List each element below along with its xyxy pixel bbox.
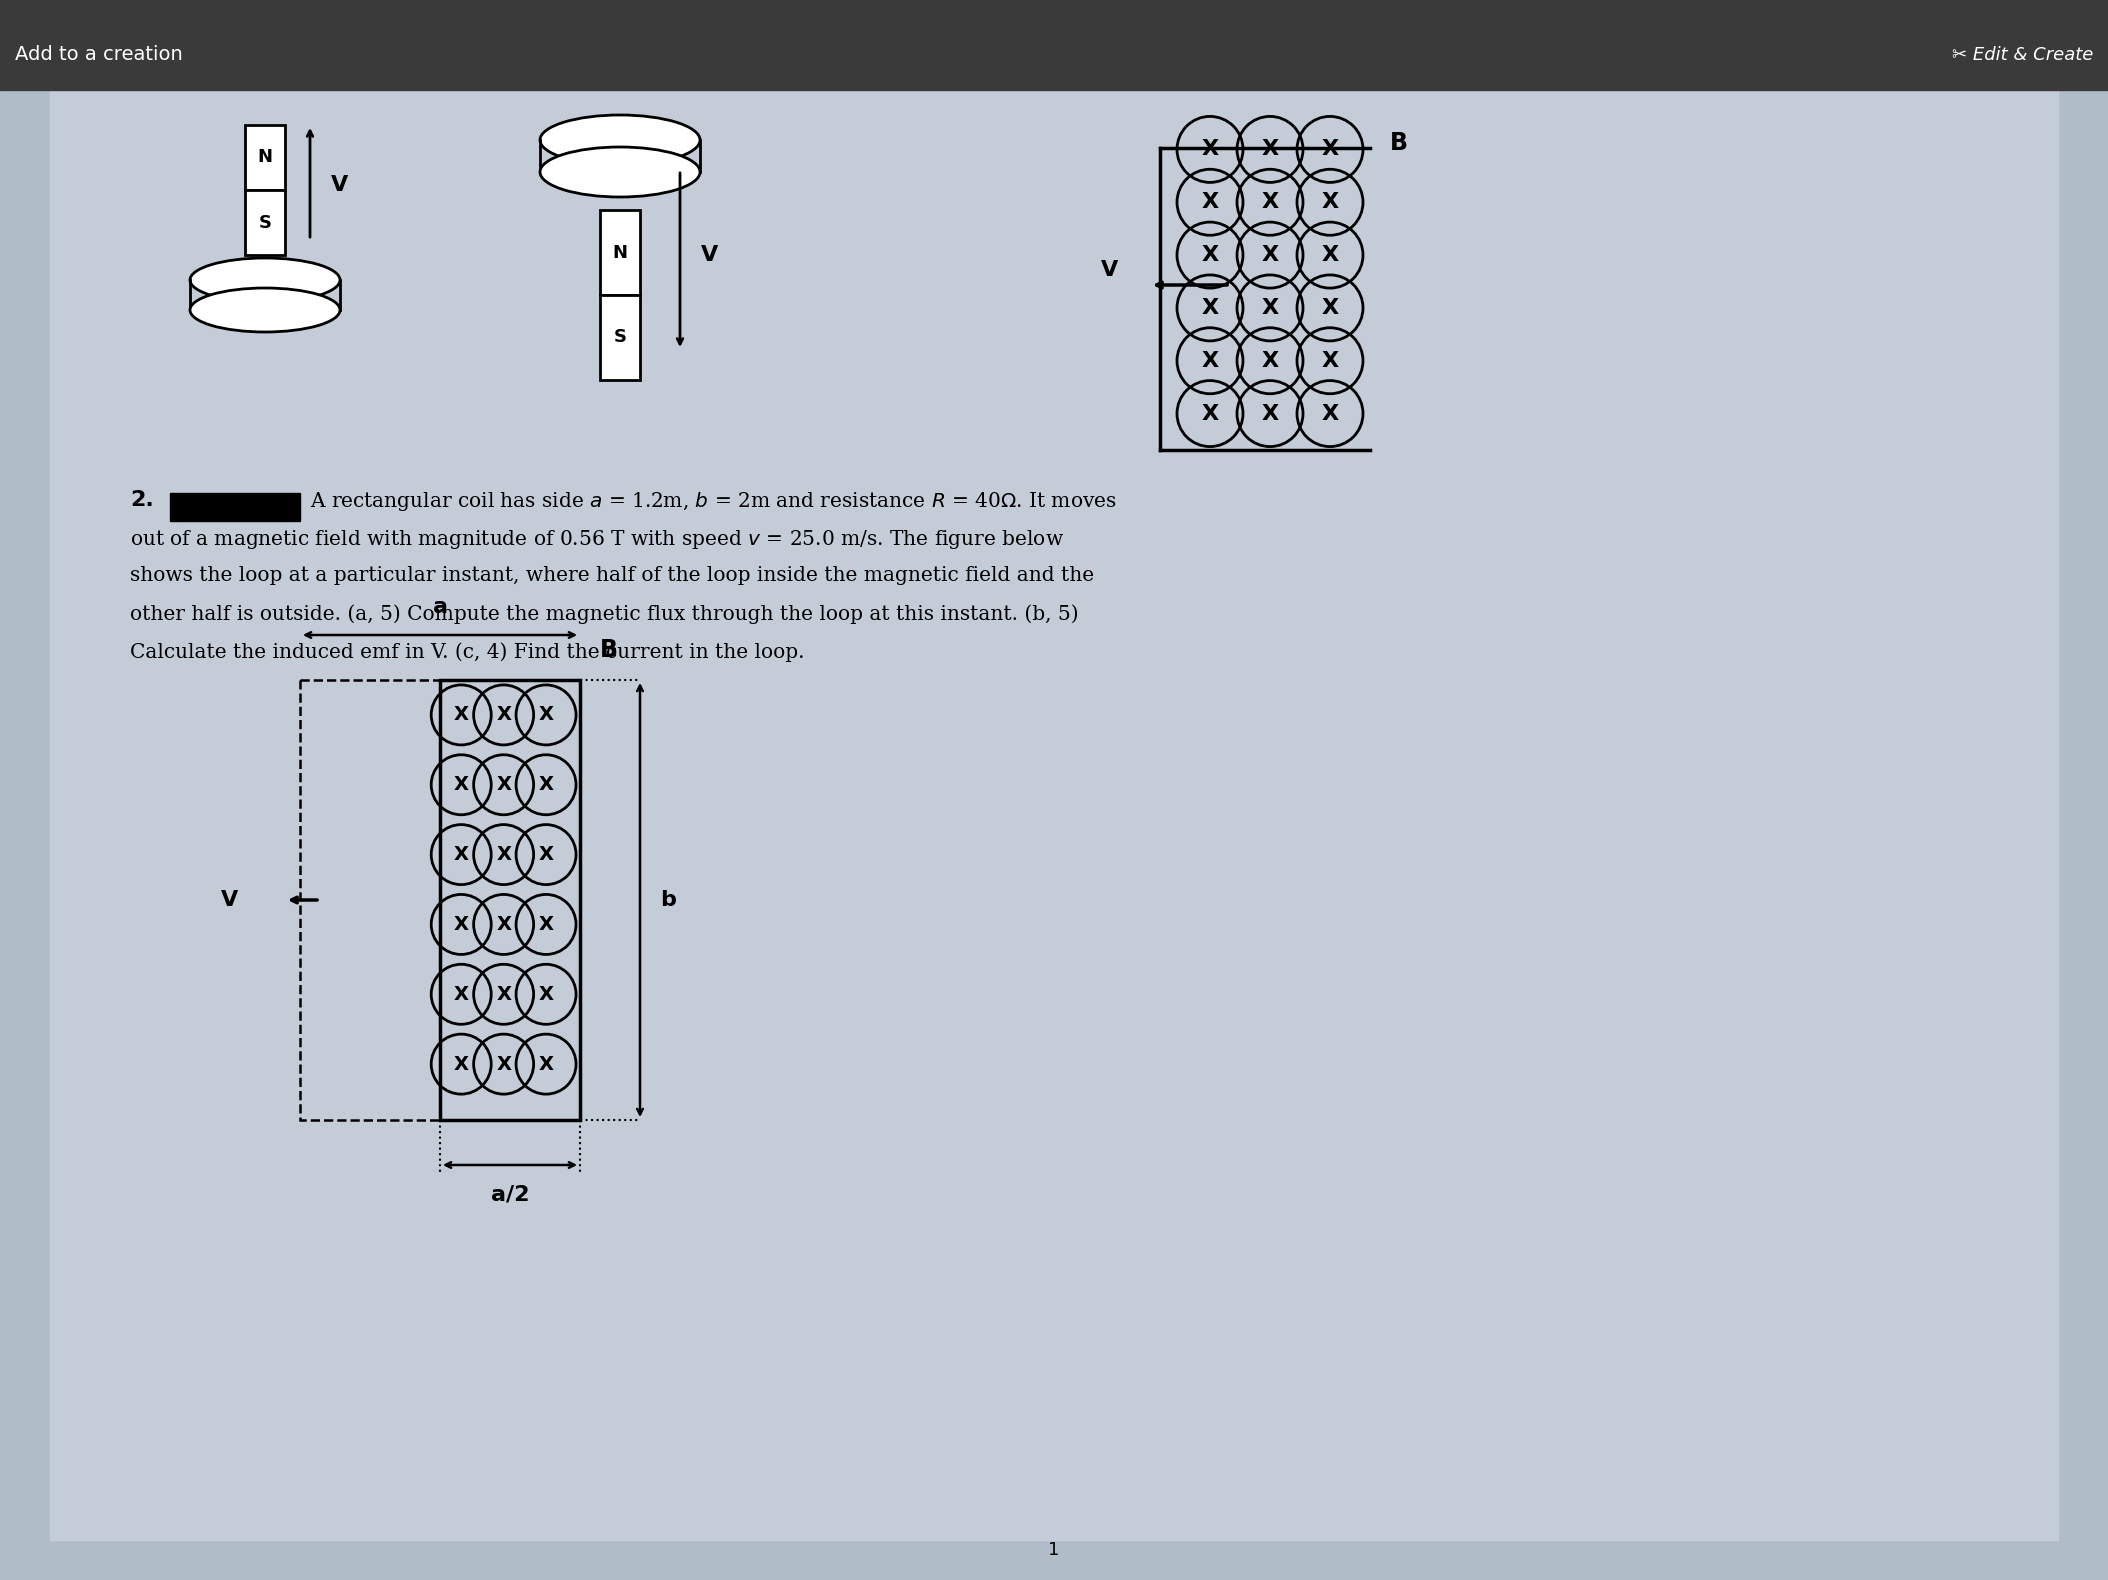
Text: X: X bbox=[538, 845, 554, 864]
Text: X: X bbox=[1261, 403, 1280, 423]
Text: shows the loop at a particular instant, where half of the loop inside the magnet: shows the loop at a particular instant, … bbox=[131, 566, 1094, 585]
Text: V: V bbox=[702, 245, 719, 265]
Text: X: X bbox=[1261, 193, 1280, 212]
Text: X: X bbox=[538, 776, 554, 795]
Ellipse shape bbox=[190, 288, 339, 332]
Bar bbox=[601, 210, 641, 295]
Text: X: X bbox=[1261, 245, 1280, 265]
Text: out of a magnetic field with magnitude of 0.56 T with speed $v$ = 25.0 m/s. The : out of a magnetic field with magnitude o… bbox=[131, 528, 1065, 551]
Bar bbox=[441, 679, 580, 1120]
Text: X: X bbox=[495, 845, 510, 864]
Text: X: X bbox=[1322, 351, 1339, 371]
Text: V: V bbox=[1100, 261, 1119, 280]
Text: X: X bbox=[1322, 245, 1339, 265]
Text: X: X bbox=[495, 915, 510, 934]
Bar bbox=[601, 295, 641, 381]
Text: X: X bbox=[538, 915, 554, 934]
Bar bbox=[245, 190, 285, 254]
Text: X: X bbox=[453, 845, 468, 864]
Bar bbox=[0, 0, 2108, 90]
Text: X: X bbox=[1202, 245, 1218, 265]
Text: X: X bbox=[1202, 139, 1218, 160]
Text: V: V bbox=[331, 175, 348, 194]
Text: other half is outside. (a, 5) Compute the magnetic flux through the loop at this: other half is outside. (a, 5) Compute th… bbox=[131, 604, 1079, 624]
Text: X: X bbox=[495, 984, 510, 1003]
Text: X: X bbox=[453, 984, 468, 1003]
Text: X: X bbox=[538, 1054, 554, 1074]
Text: X: X bbox=[453, 705, 468, 724]
Text: X: X bbox=[1261, 139, 1280, 160]
Text: S: S bbox=[613, 329, 626, 346]
Text: X: X bbox=[538, 705, 554, 724]
Text: A rectangular coil has side $a$ = 1.2m, $b$ = 2m and resistance $R$ = 40$\Omega$: A rectangular coil has side $a$ = 1.2m, … bbox=[310, 490, 1117, 514]
Text: X: X bbox=[1322, 193, 1339, 212]
Text: X: X bbox=[1322, 139, 1339, 160]
Ellipse shape bbox=[190, 258, 339, 302]
Text: X: X bbox=[453, 915, 468, 934]
Text: Calculate the induced emf in V. (c, 4) Find the current in the loop.: Calculate the induced emf in V. (c, 4) F… bbox=[131, 641, 805, 662]
Text: X: X bbox=[538, 984, 554, 1003]
Text: N: N bbox=[613, 243, 628, 262]
Text: X: X bbox=[453, 1054, 468, 1074]
Text: X: X bbox=[495, 1054, 510, 1074]
Text: X: X bbox=[1322, 403, 1339, 423]
Text: X: X bbox=[495, 705, 510, 724]
Text: X: X bbox=[1322, 299, 1339, 318]
Text: 2.: 2. bbox=[131, 490, 154, 510]
Text: X: X bbox=[453, 776, 468, 795]
Bar bbox=[245, 125, 285, 190]
Text: N: N bbox=[257, 149, 272, 166]
Text: a/2: a/2 bbox=[491, 1185, 529, 1206]
Text: X: X bbox=[495, 776, 510, 795]
Ellipse shape bbox=[540, 147, 700, 198]
Text: B: B bbox=[601, 638, 618, 662]
Text: X: X bbox=[1202, 403, 1218, 423]
Text: X: X bbox=[1261, 299, 1280, 318]
Text: X: X bbox=[1202, 299, 1218, 318]
Bar bbox=[299, 679, 580, 1120]
Bar bbox=[171, 493, 299, 521]
Ellipse shape bbox=[540, 115, 700, 164]
Text: B: B bbox=[1389, 131, 1408, 155]
Text: X: X bbox=[1261, 351, 1280, 371]
Text: Add to a creation: Add to a creation bbox=[15, 46, 183, 65]
Text: ✂ Edit & Create: ✂ Edit & Create bbox=[1952, 46, 2093, 65]
Text: 1: 1 bbox=[1048, 1540, 1060, 1559]
Text: a: a bbox=[432, 597, 447, 618]
Text: X: X bbox=[1202, 351, 1218, 371]
Text: b: b bbox=[660, 890, 677, 910]
Text: V: V bbox=[221, 890, 238, 910]
Text: S: S bbox=[259, 213, 272, 232]
Text: X: X bbox=[1202, 193, 1218, 212]
